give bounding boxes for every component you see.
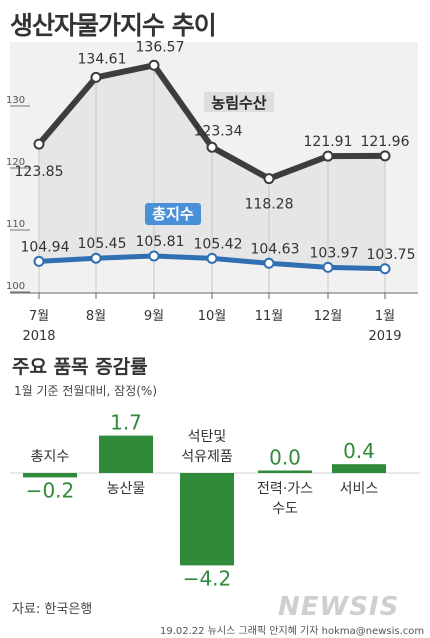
x-tick-label: 11월 [255,309,284,324]
bar-category-label: 서비스 [340,481,379,497]
series-tag-bg [145,203,201,225]
data-point [33,138,45,150]
bar-category-label: 석유제품 [181,449,233,465]
bar [23,473,77,478]
data-label: 103.97 [310,245,359,261]
data-label: 104.94 [21,239,70,255]
data-point [33,255,45,267]
bar-category-label: 석탄및 [188,429,227,445]
data-point [263,173,275,185]
bar-chart-title: 주요 품목 증감률 [12,356,148,378]
data-point [148,59,160,71]
x-tick-label: 8월 [86,309,106,324]
newsis-watermark: NEWSIS [278,592,400,622]
bar-value-label: −4.2 [183,566,232,590]
bar [258,470,312,473]
x-tick-label: 12월 [314,309,343,324]
bar-chart-subtitle: 1월 기준 전월대비, 잠정(%) [14,384,158,398]
x-tick-label: 7월 [29,309,49,324]
y-tick-label: 110 [6,219,25,230]
data-point [206,141,218,153]
bar-category-label: 수도 [272,501,298,517]
data-label: 105.45 [78,236,127,252]
series-tag-bg [204,92,274,112]
x-tick-label: 1월 [375,309,395,324]
chart-title: 생산자물가지수 추이 [10,11,217,40]
data-point [379,150,391,162]
data-label: 121.96 [361,134,410,150]
data-label: 134.61 [78,51,127,67]
data-point [90,252,102,264]
data-point [379,263,391,275]
data-label: 136.57 [136,39,185,55]
data-point [148,250,160,262]
data-label: 104.63 [251,241,300,257]
data-point [263,257,275,269]
line-chart: 100 110 120 130 7월 2018 8월 9월 10월 11월 12월 1월 2019 12… [6,39,418,344]
bar [332,464,386,473]
data-point [322,150,334,162]
y-tick-label: 120 [6,157,25,168]
bar [180,473,234,566]
data-label: 118.28 [245,197,294,213]
bar-category-label: 농산물 [107,481,146,497]
data-point [90,71,102,83]
bar-value-label: 0.0 [269,446,301,470]
source-note: 자료: 한국은행 [12,602,93,617]
data-label: 123.85 [15,164,64,180]
data-label: 121.91 [304,134,353,150]
y-tick-label: 100 [6,281,25,292]
x-year-label: 2018 [22,329,55,344]
data-label: 103.75 [367,247,416,263]
series-tag-label: 농림수산 [211,94,266,112]
bar [99,435,153,473]
bar-category-label: 전력·가스 [257,481,313,497]
bar-value-label: 0.4 [343,439,375,463]
data-label: 105.42 [194,236,243,252]
series-tag-label: 총지수 [152,205,194,223]
data-label: 123.34 [194,123,243,139]
y-tick-label: 130 [6,95,25,106]
x-tick-label: 9월 [144,309,164,324]
data-point [322,261,334,273]
credit-line: 19.02.22 뉴시스 그래픽 안지혜 기자 hokma@newsis.com [160,626,425,637]
x-tick-label: 10월 [198,309,227,324]
bar-category-label: 총지수 [31,449,70,465]
bar-value-label: 1.7 [110,411,142,435]
x-year-label: 2019 [368,329,401,344]
bar-value-label: −0.2 [26,478,75,502]
data-label: 105.81 [136,234,185,250]
data-point [206,252,218,264]
